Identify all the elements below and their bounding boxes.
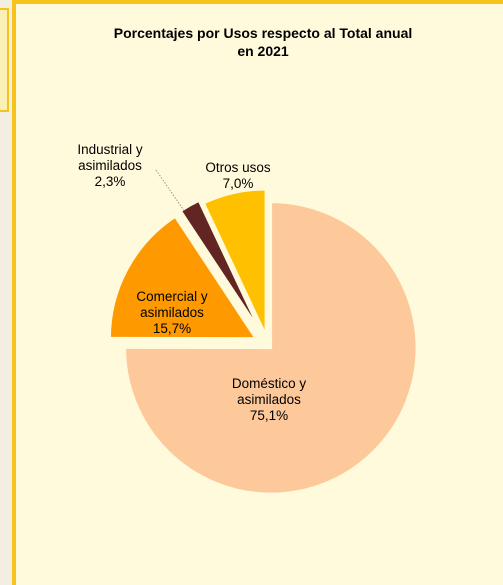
left-panel-edge — [0, 8, 9, 112]
slice-label-industrial: Industrial y asimilados 2,3% — [77, 142, 143, 189]
pie-slice-comercial — [108, 214, 259, 340]
slice-label-domestico: Doméstico y asimilados 75,1% — [232, 376, 307, 423]
pie-slice-industrial — [178, 198, 263, 334]
slice-label-comercial: Comercial y asimilados 15,7% — [136, 289, 208, 336]
chart-title-line-1: Porcentajes por Usos respecto al Total a… — [114, 25, 413, 41]
pie-slice-otros — [202, 187, 268, 336]
pie-slice-domestico — [123, 200, 419, 496]
chart-title-line-2: en 2021 — [237, 43, 289, 59]
industrial-leader-line — [155, 169, 186, 213]
slice-label-otros: Otros usos 7,0% — [205, 160, 271, 191]
